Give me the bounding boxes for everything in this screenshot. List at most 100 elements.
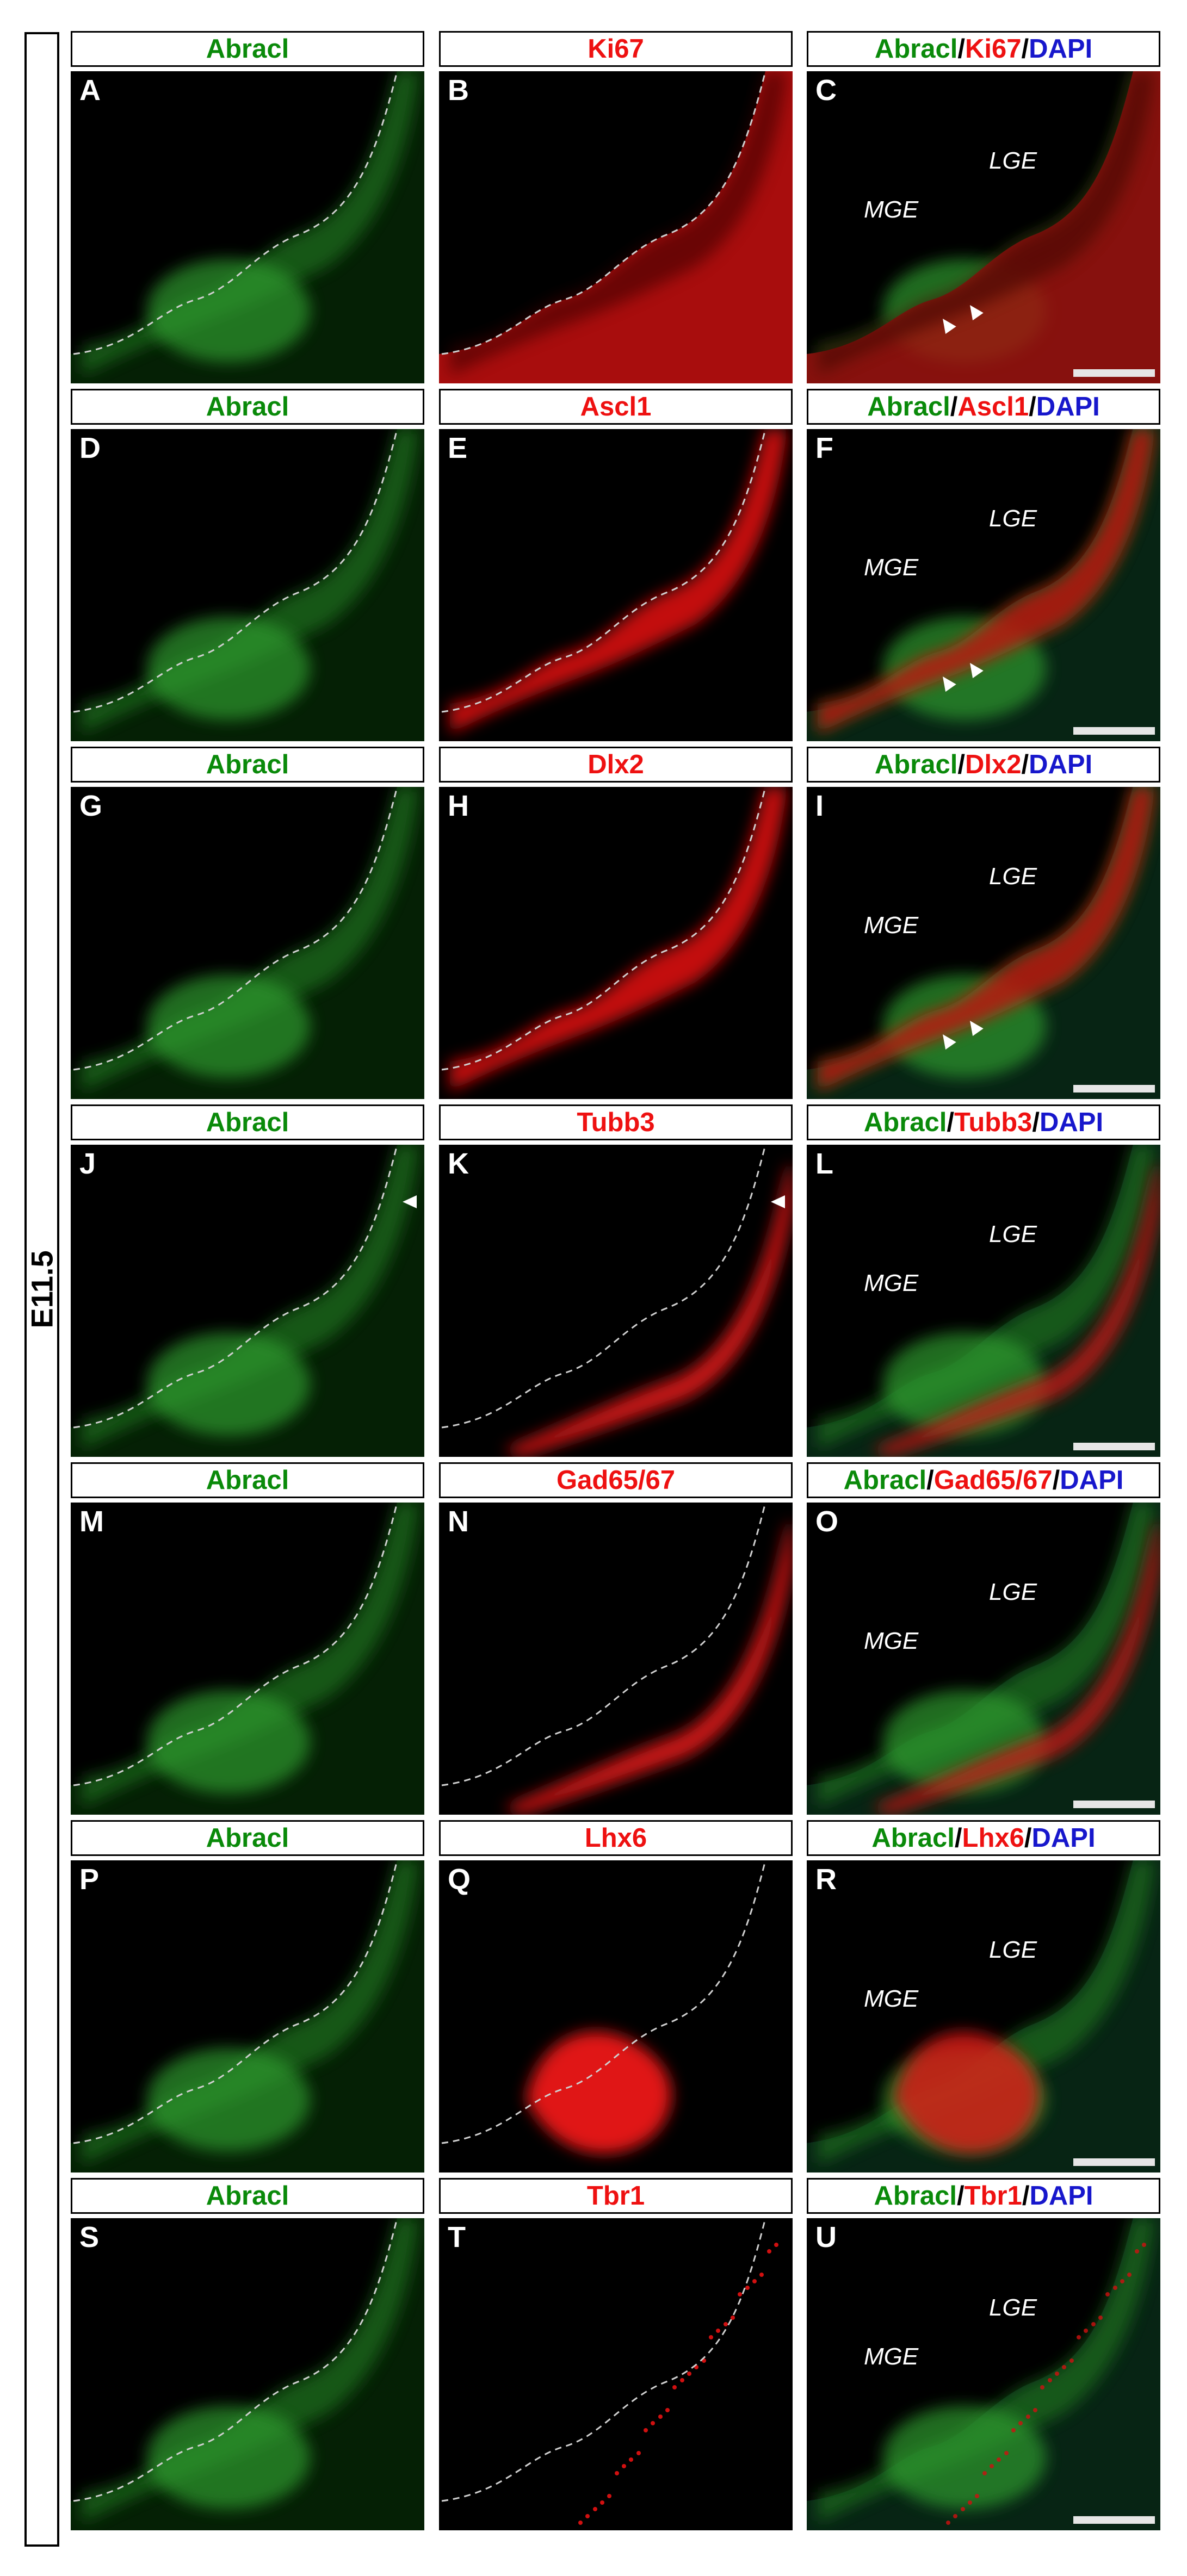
channel-title-segment: Tbr1 <box>586 2181 645 2211</box>
tissue-outline <box>73 2218 398 2502</box>
channel-title-segment: / <box>1022 2181 1030 2211</box>
channel-title: Abracl <box>71 2178 424 2214</box>
channel-title-segment: DAPI <box>1029 2181 1093 2211</box>
channel-title-segment: Tbr1 <box>964 2181 1022 2211</box>
channel-title-segment: Abracl <box>206 392 289 421</box>
abracl-image: M <box>71 1503 424 1815</box>
channel-title: Abracl <box>71 1462 424 1498</box>
mge-label: MGE <box>864 1628 919 1654</box>
mge-label: MGE <box>864 1985 919 2012</box>
stage-label-box: E11.5 <box>24 32 59 2547</box>
channel-title: Tbr1 <box>439 2178 793 2214</box>
scale-bar <box>1073 2516 1155 2524</box>
scale-bar <box>1073 369 1155 377</box>
merged-image: O MGE LGE <box>807 1503 1160 1815</box>
channel-title-segment: / <box>954 1823 962 1853</box>
panel-letter: M <box>79 1505 104 1538</box>
marker-image: E <box>439 429 793 741</box>
channel-title: Abracl <box>71 31 424 67</box>
marker-image: B <box>439 71 793 383</box>
lge-label: LGE <box>989 2294 1037 2321</box>
channel-title-segment: / <box>1052 1466 1060 1495</box>
marker-image: Q <box>439 1860 793 2172</box>
arrowhead-marker <box>943 319 956 334</box>
channel-title-segment: DAPI <box>1031 1823 1096 1853</box>
channel-title-segment: Abracl <box>206 1823 289 1853</box>
channel-title-segment: Abracl <box>874 34 958 64</box>
channel-title-segment: Abracl <box>874 750 958 779</box>
channel-title: Abracl / Ascl1/DAPI <box>807 389 1160 425</box>
panel-letter: R <box>815 1863 837 1896</box>
scale-bar <box>1073 727 1155 735</box>
tissue-outline <box>441 429 766 713</box>
panel-letter: T <box>448 2221 466 2254</box>
panel-letter: P <box>79 1863 100 1896</box>
merged-image: I MGE LGE <box>807 787 1160 1099</box>
channel-title-segment: Abracl <box>206 34 289 64</box>
mge-label: MGE <box>864 554 919 581</box>
mge-label: MGE <box>864 912 919 939</box>
tissue-outline <box>441 2218 766 2502</box>
mge-label: MGE <box>864 2343 919 2370</box>
panel-letter: C <box>815 74 837 107</box>
channel-title-segment: DAPI <box>1029 750 1093 779</box>
arrowhead-marker <box>943 676 956 692</box>
panel-letter: Q <box>448 1863 471 1896</box>
marker-image: K <box>439 1145 793 1457</box>
panel-letter: S <box>79 2221 100 2254</box>
tissue-outline <box>73 429 398 713</box>
arrowhead-marker <box>970 305 984 321</box>
tissue-outline <box>441 71 766 355</box>
channel-title-segment: / <box>950 392 958 421</box>
channel-title-segment: / <box>957 34 965 64</box>
panel-letter: O <box>815 1505 839 1538</box>
channel-title-segment: Ki67 <box>965 34 1022 64</box>
channel-title-segment: Abracl <box>871 1823 955 1853</box>
channel-title-segment: / <box>1021 750 1029 779</box>
abracl-image: S <box>71 2218 424 2530</box>
channel-title: Abracl / Tbr1/DAPI <box>807 2178 1160 2214</box>
channel-title-segment: DAPI <box>1060 1466 1124 1495</box>
channel-title-segment: / <box>926 1466 934 1495</box>
mge-label: MGE <box>864 1270 919 1296</box>
arrowhead-marker <box>970 663 984 679</box>
panel-letter: F <box>815 432 833 464</box>
panel-letter: H <box>448 790 469 822</box>
lge-label: LGE <box>989 147 1037 174</box>
channel-title-segment: Lhx6 <box>584 1823 647 1853</box>
channel-title: Abracl <box>71 389 424 425</box>
scale-bar <box>1073 2158 1155 2166</box>
channel-title-segment: Ascl1 <box>957 392 1029 421</box>
channel-title: Ascl1 <box>439 389 793 425</box>
panel-letter: N <box>448 1505 469 1538</box>
channel-title-segment: Ki67 <box>588 34 644 64</box>
channel-title-segment: DAPI <box>1040 1108 1104 1137</box>
tissue-outline <box>73 1503 398 1786</box>
channel-title: Abracl <box>71 1820 424 1856</box>
abracl-image: D <box>71 429 424 741</box>
channel-title-segment: Abracl <box>867 392 950 421</box>
scale-bar <box>1073 1801 1155 1808</box>
arrowhead-marker <box>970 1021 984 1036</box>
merged-image: C MGE LGE <box>807 71 1160 383</box>
channel-title: Lhx6 <box>439 1820 793 1856</box>
tissue-outline <box>73 787 398 1071</box>
tissue-outline <box>73 71 398 355</box>
channel-title-segment: / <box>1024 1823 1032 1853</box>
channel-title-segment: DAPI <box>1029 34 1093 64</box>
abracl-image: A <box>71 71 424 383</box>
channel-title-segment: Abracl <box>863 1108 947 1137</box>
panel-letter: I <box>815 790 824 822</box>
channel-title: Abracl <box>71 747 424 783</box>
channel-title-segment: Tubb3 <box>577 1108 655 1137</box>
channel-title-segment: Abracl <box>874 2181 957 2211</box>
tissue-outline <box>73 1145 398 1429</box>
arrowhead-marker <box>943 1034 956 1050</box>
merged-image: L MGE LGE <box>807 1145 1160 1457</box>
channel-title: Abracl <box>71 1104 424 1140</box>
mge-label: MGE <box>864 196 919 223</box>
channel-title-segment: Abracl <box>206 750 289 779</box>
panel-letter: J <box>79 1147 96 1180</box>
tissue-outline <box>441 787 766 1071</box>
channel-title-segment: Dlx2 <box>965 750 1022 779</box>
